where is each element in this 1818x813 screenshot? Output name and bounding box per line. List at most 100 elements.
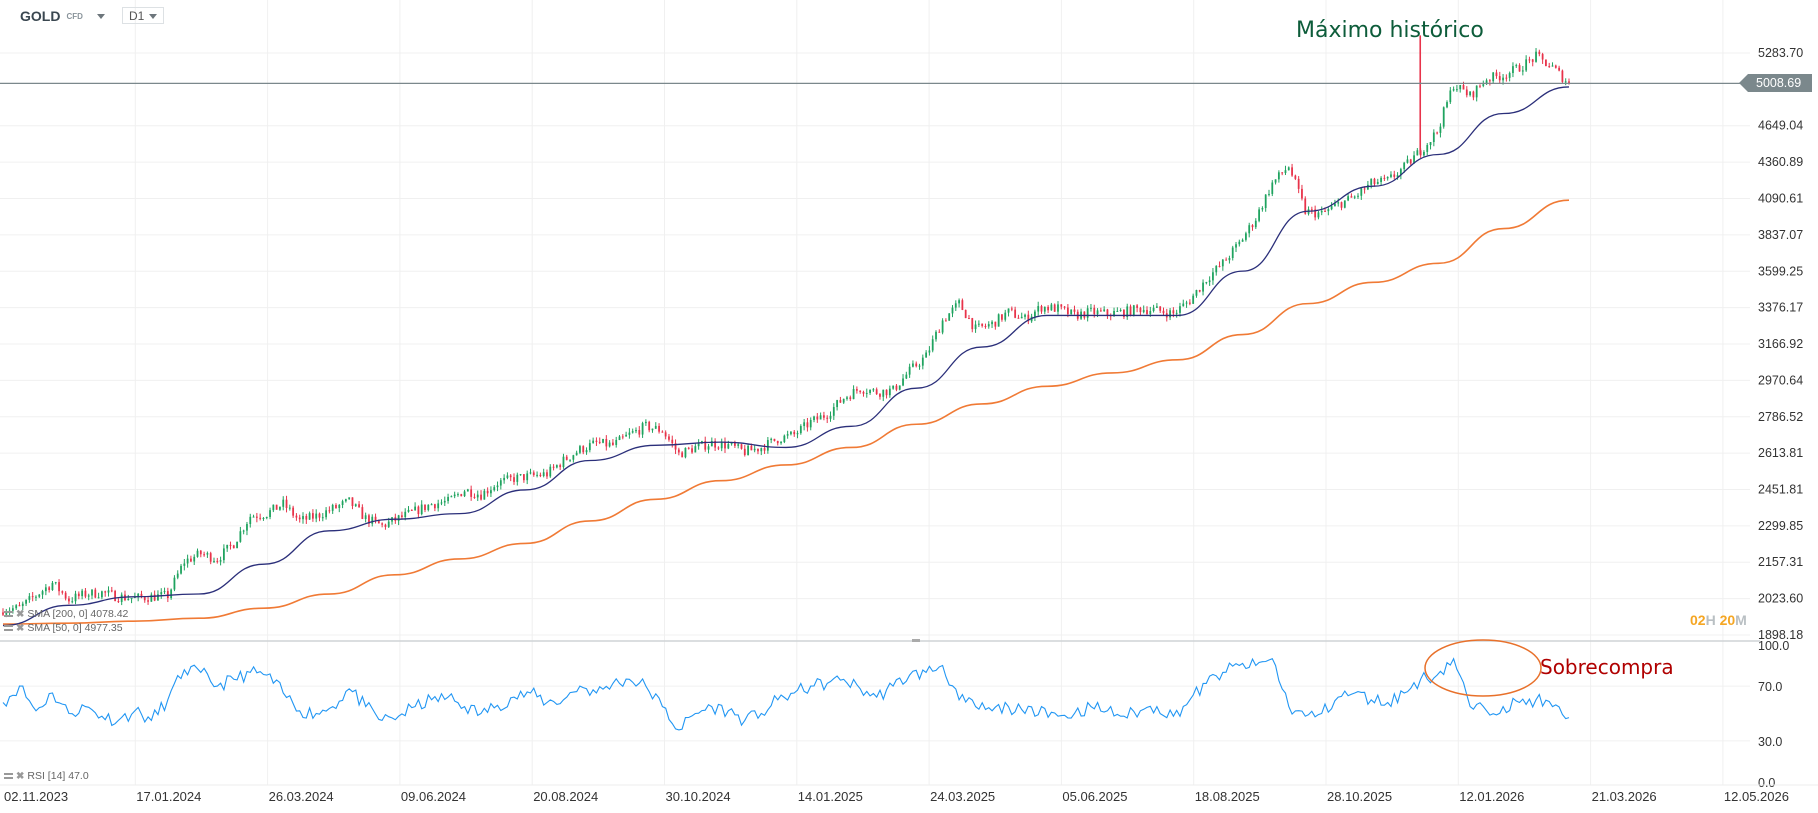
candle-up	[1254, 220, 1257, 228]
candle-down	[1518, 65, 1521, 72]
candle-up	[809, 420, 812, 428]
rsi-tick-label: 0.0	[1758, 776, 1775, 790]
candle-up	[852, 389, 855, 400]
candle-up	[1449, 90, 1452, 103]
settings-icon[interactable]	[4, 773, 13, 779]
settings-icon[interactable]	[4, 625, 13, 631]
candle-down	[68, 598, 70, 602]
close-icon[interactable]: ✖	[16, 622, 25, 634]
candle-up	[407, 509, 410, 512]
chevron-down-icon[interactable]	[96, 13, 105, 19]
close-icon[interactable]: ✖	[16, 608, 25, 620]
candle-down	[1383, 177, 1386, 179]
candle-up	[519, 474, 522, 476]
candle-up	[1287, 167, 1290, 171]
candle-up	[951, 307, 954, 314]
candle-up	[252, 516, 255, 518]
candle-down	[1198, 290, 1201, 292]
candle-up	[315, 513, 318, 519]
candle-up	[1386, 176, 1389, 179]
candle-down	[1363, 188, 1366, 190]
candle-up	[796, 433, 799, 435]
candle-down	[621, 436, 624, 438]
candle-up	[1469, 91, 1471, 96]
date-tick-label: 14.01.2025	[798, 789, 863, 804]
annotation-all-time-high[interactable]: Máximo histórico	[1296, 18, 1484, 43]
candle-up	[1057, 304, 1059, 312]
candle-up	[625, 434, 628, 437]
legend-sma200[interactable]: ✖ SMA [200, 0] 4078.42	[4, 608, 128, 620]
candle-down	[1162, 310, 1165, 314]
candle-up	[1512, 66, 1514, 74]
candle-down	[232, 545, 235, 549]
panel-resize-handle[interactable]	[912, 639, 920, 642]
candle-up	[242, 530, 245, 532]
candle-down	[1291, 167, 1293, 176]
candle-up	[631, 431, 634, 433]
candle-up	[1212, 272, 1214, 281]
close-icon[interactable]: ✖	[16, 770, 25, 782]
candle-down	[361, 507, 364, 520]
candle-up	[493, 487, 496, 491]
candle-down	[855, 389, 858, 391]
candle-down	[806, 422, 809, 428]
candle-up	[1175, 312, 1178, 314]
candle-down	[717, 447, 720, 449]
candle-down	[318, 513, 321, 518]
candle-down	[64, 592, 67, 599]
candle-up	[160, 592, 163, 595]
candle-down	[1297, 178, 1300, 189]
legend-sma50[interactable]: ✖ SMA [50, 0] 4977.35	[4, 622, 123, 634]
candle-up	[81, 590, 84, 597]
candle-up	[872, 389, 875, 391]
sma50-line	[2, 86, 1570, 627]
candle-up	[836, 400, 839, 408]
candle-up	[931, 339, 934, 351]
candle-down	[559, 465, 562, 468]
candle-up	[882, 389, 885, 397]
candle-up	[1043, 306, 1046, 312]
candle-up	[1317, 212, 1320, 218]
candle-up	[1475, 85, 1478, 98]
candle-down	[938, 331, 941, 333]
candle-down	[565, 456, 568, 460]
candle-up	[697, 443, 700, 447]
annotation-overbought[interactable]: Sobrecompra	[1540, 655, 1674, 679]
candle-up	[414, 506, 417, 511]
countdown-minutes: 20	[1719, 612, 1736, 628]
candle-up	[1155, 306, 1158, 308]
candle-up	[1268, 193, 1270, 195]
candle-down	[351, 497, 354, 507]
candle-up	[720, 441, 723, 449]
candle-up	[1149, 310, 1152, 315]
candle-down	[1393, 174, 1396, 177]
candle-up	[898, 385, 901, 390]
candle-up	[348, 497, 351, 500]
candle-down	[1040, 306, 1043, 312]
candle-down	[968, 318, 970, 320]
candle-up	[799, 426, 802, 434]
candle-down	[1465, 89, 1468, 96]
legend-rsi[interactable]: ✖ RSI [14] 47.0	[4, 770, 89, 782]
candle-up	[321, 517, 324, 519]
candle-down	[532, 472, 535, 476]
candle-down	[1531, 59, 1534, 62]
candle-down	[1310, 209, 1313, 211]
candle-up	[302, 516, 304, 520]
candle-up	[137, 593, 140, 597]
candle-down	[104, 591, 107, 593]
candle-down	[823, 415, 825, 418]
rsi-tick-label: 30.0	[1758, 735, 1782, 749]
date-tick-label: 12.05.2026	[1724, 789, 1789, 804]
symbol-name: GOLD	[20, 8, 61, 24]
timeframe-dropdown[interactable]: D1	[122, 7, 164, 24]
candle-up	[1261, 208, 1264, 210]
candle-up	[555, 465, 558, 468]
date-tick-label: 24.03.2025	[930, 789, 995, 804]
settings-icon[interactable]	[4, 611, 13, 617]
candle-up	[440, 502, 443, 504]
candle-up	[846, 397, 848, 399]
candle-down	[984, 325, 987, 327]
symbol-selector[interactable]: GOLD CFD	[20, 8, 105, 24]
